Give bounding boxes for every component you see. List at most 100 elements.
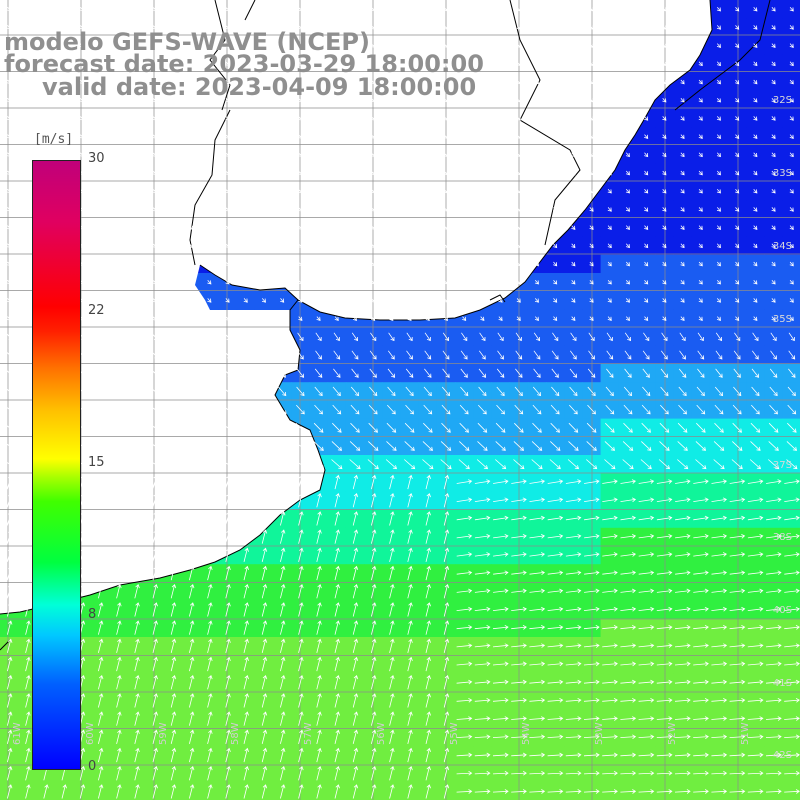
wind-arrow [243, 207, 248, 212]
wind-arrow [641, 441, 652, 451]
wind-arrow [620, 533, 637, 539]
wind-arrow [95, 441, 106, 451]
wind-arrow [7, 279, 12, 285]
wind-arrow [529, 697, 546, 703]
wind-arrow [474, 661, 491, 667]
wind-arrow [493, 570, 509, 576]
wind-arrow [711, 606, 728, 612]
wind-arrow [298, 474, 304, 490]
wind-arrow [443, 116, 448, 121]
wind-arrow [152, 134, 157, 139]
wind-arrow [170, 134, 175, 139]
wind-arrow [132, 386, 141, 397]
wind-arrow [589, 225, 594, 230]
wind-arrow [186, 404, 196, 415]
wind-arrow [116, 279, 121, 285]
wind-arrow [511, 570, 527, 576]
wind-arrow [693, 643, 709, 648]
wind-arrow [170, 43, 175, 48]
wind-arrow [602, 789, 618, 794]
wind-arrow [662, 279, 667, 285]
wind-arrow [680, 225, 685, 230]
wind-arrow [674, 734, 691, 740]
wind-arrow [98, 6, 103, 12]
wind-arrow [334, 529, 340, 544]
wind-arrow [189, 583, 195, 599]
wind-arrow [565, 643, 582, 648]
wind-arrow [152, 79, 157, 85]
wind-arrow [152, 6, 157, 12]
wind-arrow [225, 79, 230, 85]
wind-arrow [620, 697, 637, 703]
wind-arrow [675, 479, 691, 484]
wind-arrow [170, 638, 177, 653]
wind-arrow [456, 770, 473, 776]
wind-arrow [222, 422, 233, 433]
wind-arrow [620, 752, 637, 758]
wind-arrow [334, 25, 339, 30]
wind-speed-cell [782, 200, 800, 219]
wind-arrow [207, 79, 212, 85]
wind-arrow [515, 368, 523, 378]
wind-arrow [98, 279, 103, 285]
wind-arrow [334, 279, 339, 285]
wind-arrow [789, 279, 794, 285]
wind-arrow [405, 368, 414, 378]
wind-arrow [565, 625, 582, 630]
wind-arrow [480, 243, 485, 249]
wind-arrow [747, 625, 764, 630]
wind-arrow [7, 116, 12, 121]
wind-arrow [443, 6, 448, 12]
wind-arrow [587, 368, 596, 378]
wind-arrow [442, 332, 449, 342]
wind-arrow [116, 152, 121, 158]
wind-arrow [729, 552, 746, 557]
wind-arrow [98, 620, 104, 635]
wind-arrow [547, 752, 564, 758]
wind-arrow [243, 674, 249, 690]
wind-arrow [747, 661, 764, 667]
wind-arrow [407, 61, 412, 67]
wind-arrow [550, 422, 561, 433]
wind-arrow [316, 765, 322, 781]
wind-arrow [734, 332, 741, 342]
wind-arrow [316, 134, 321, 139]
wind-arrow [638, 497, 655, 503]
wind-arrow [443, 474, 450, 490]
wind-speed-cell [782, 291, 800, 310]
wind-arrow [602, 697, 618, 703]
wind-arrow [459, 422, 470, 433]
wind-arrow [134, 620, 140, 635]
wind-arrow [495, 422, 506, 433]
wind-arrow [98, 97, 103, 103]
wind-arrow [511, 770, 527, 776]
wind-arrow [5, 350, 13, 360]
wind-arrow [371, 602, 377, 617]
wind-arrow [25, 474, 31, 490]
wind-arrow [371, 279, 376, 285]
wind-arrow [352, 207, 357, 212]
wind-arrow [168, 422, 178, 433]
wind-arrow [716, 316, 721, 321]
wind-arrow [280, 511, 286, 526]
wind-arrow [552, 332, 559, 342]
wind-arrow [152, 188, 157, 194]
wind-arrow [407, 765, 413, 781]
wind-arrow [371, 61, 376, 67]
wind-arrow [771, 25, 776, 30]
wind-arrow [7, 656, 13, 672]
wind-arrow [462, 97, 467, 103]
wind-arrow [567, 459, 580, 470]
wind-arrow [625, 134, 630, 139]
wind-arrow [334, 583, 340, 599]
wind-arrow [474, 789, 491, 794]
wind-arrow [462, 225, 467, 230]
wind-arrow [170, 225, 175, 230]
wind-arrow [112, 459, 125, 470]
wind-arrow [207, 298, 212, 303]
wind-arrow [189, 747, 195, 763]
wind-arrow [714, 386, 724, 397]
wind-arrow [680, 170, 685, 176]
wind-arrow [280, 207, 285, 212]
wind-arrow [674, 697, 691, 703]
